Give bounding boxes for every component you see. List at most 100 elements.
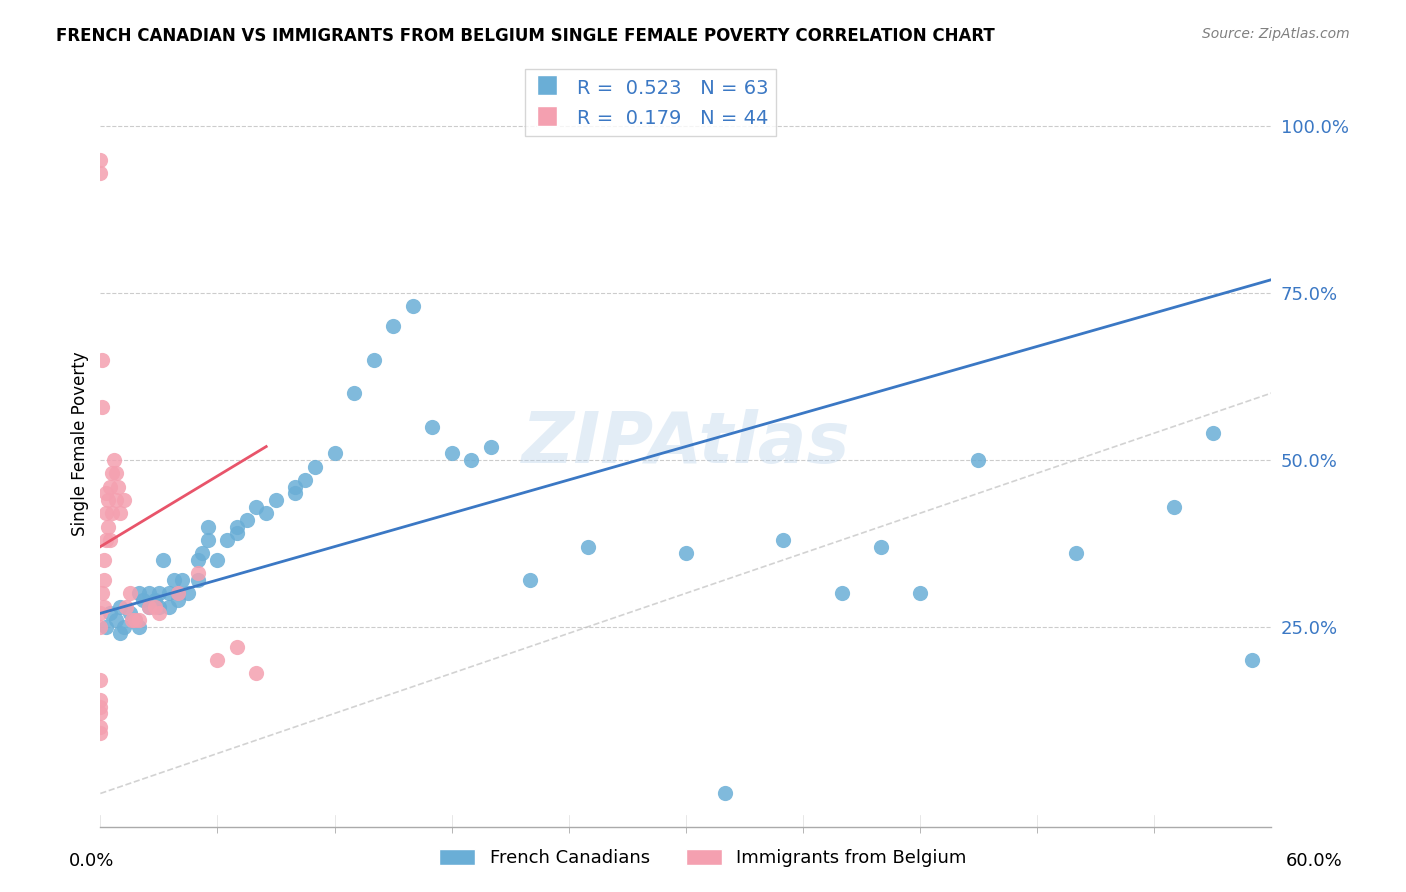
Point (167, 593, 190, 607)
Point (245, 500, 267, 514)
Point (363, 352, 385, 367)
Point (157, 599, 180, 614)
Point (157, 586, 180, 600)
Point (108, 626, 131, 640)
Point (91, 352, 114, 367)
Point (93, 573, 115, 587)
Point (576, 540, 599, 554)
Point (112, 492, 135, 507)
Point (264, 492, 287, 507)
Point (197, 519, 219, 533)
Legend: French Canadians, Immigrants from Belgium: French Canadians, Immigrants from Belgiu… (432, 841, 974, 874)
Point (124, 613, 146, 627)
Point (1201, 426, 1223, 441)
Point (128, 586, 150, 600)
Point (104, 492, 127, 507)
Point (323, 446, 346, 460)
Point (713, 787, 735, 801)
Point (89, 607, 111, 621)
Point (138, 599, 160, 614)
Point (967, 453, 990, 467)
Text: ZIPAtlas: ZIPAtlas (522, 409, 851, 478)
Legend: R =  0.523   N = 63, R =  0.179   N = 44: R = 0.523 N = 63, R = 0.179 N = 44 (524, 70, 776, 136)
Point (1240, 653, 1263, 667)
Point (118, 586, 141, 600)
Point (675, 546, 697, 560)
Point (440, 446, 463, 460)
Point (132, 593, 155, 607)
Point (420, 419, 443, 434)
Point (148, 586, 170, 600)
Point (89, 726, 111, 740)
Point (382, 319, 405, 334)
Point (197, 533, 219, 547)
Point (401, 300, 423, 314)
Point (167, 586, 190, 600)
Point (101, 467, 124, 481)
Point (245, 666, 267, 681)
Point (89, 620, 111, 634)
Point (519, 573, 541, 587)
Point (104, 467, 127, 481)
Point (207, 653, 229, 667)
Point (89, 153, 111, 167)
Point (235, 513, 257, 527)
Point (93, 599, 115, 614)
Point (93, 553, 115, 567)
Point (114, 599, 136, 614)
Point (772, 533, 794, 547)
Text: 0.0%: 0.0% (69, 852, 114, 870)
Point (96, 620, 118, 634)
Point (91, 586, 114, 600)
Point (89, 699, 111, 714)
Point (1163, 500, 1185, 514)
Point (304, 459, 326, 474)
Point (107, 480, 129, 494)
Point (98, 533, 121, 547)
Point (96, 486, 118, 500)
Point (98, 607, 121, 621)
Point (97, 519, 120, 533)
Point (869, 540, 891, 554)
Point (172, 573, 194, 587)
Point (97, 492, 120, 507)
Point (148, 599, 170, 614)
Point (163, 573, 186, 587)
Point (908, 586, 931, 600)
Point (89, 166, 111, 180)
Point (138, 599, 160, 614)
Point (89, 720, 111, 734)
Point (479, 440, 502, 454)
Point (104, 613, 127, 627)
Point (98, 480, 121, 494)
Point (91, 400, 114, 414)
Point (96, 533, 118, 547)
Point (112, 620, 135, 634)
Point (187, 553, 209, 567)
Point (121, 613, 143, 627)
Point (217, 533, 239, 547)
Point (187, 573, 209, 587)
Point (89, 693, 111, 707)
Point (143, 593, 166, 607)
Point (254, 506, 277, 520)
Point (101, 506, 124, 520)
Point (226, 640, 249, 654)
Point (89, 673, 111, 687)
Point (108, 599, 131, 614)
Point (167, 586, 190, 600)
Point (1064, 546, 1087, 560)
Text: FRENCH CANADIAN VS IMMIGRANTS FROM BELGIUM SINGLE FEMALE POVERTY CORRELATION CHA: FRENCH CANADIAN VS IMMIGRANTS FROM BELGI… (56, 27, 995, 45)
Point (191, 546, 214, 560)
Point (143, 599, 166, 614)
Point (226, 519, 249, 533)
Text: 60.0%: 60.0% (1286, 852, 1343, 870)
Point (831, 586, 853, 600)
Text: Source: ZipAtlas.com: Source: ZipAtlas.com (1202, 27, 1350, 41)
Point (108, 506, 131, 520)
Point (128, 620, 150, 634)
Point (226, 526, 249, 541)
Point (128, 613, 150, 627)
Point (152, 553, 174, 567)
Point (148, 607, 170, 621)
